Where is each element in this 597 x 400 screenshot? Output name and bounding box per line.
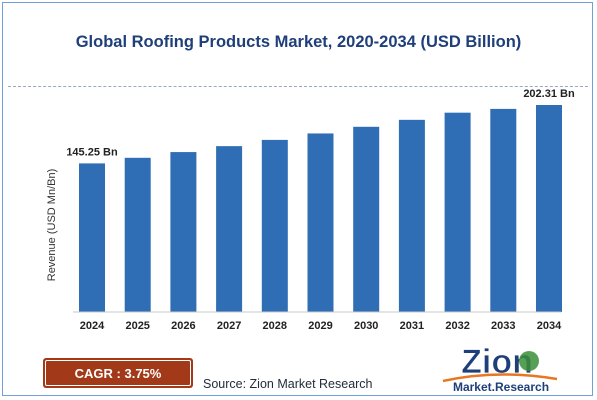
x-tick-label: 2025	[125, 320, 149, 332]
cagr-label: CAGR :	[74, 365, 121, 381]
x-tick-label: 2034	[537, 320, 562, 332]
logo-sub-text: Market.Research	[453, 380, 549, 394]
x-tick-label: 2032	[445, 320, 469, 332]
bar-chart: 2024 2025 2026 2027 2028 2029 2030 2031 2032 2033…	[46, 88, 575, 332]
x-tick-label: 2033	[491, 320, 515, 332]
bar-2030	[353, 126, 380, 312]
bar-2028	[261, 139, 288, 312]
chart-frame: Global Roofing Products Market, 2020-203…	[2, 2, 593, 396]
bar-2027	[216, 146, 243, 312]
zion-logo: Zion Market.Research	[442, 343, 558, 394]
cagr-badge: CAGR : 3.75%	[43, 358, 193, 388]
x-tick-label: 2028	[263, 320, 287, 332]
x-tick-label: 2026	[171, 320, 195, 332]
x-tick-label: 2024	[80, 320, 105, 332]
globe-icon	[519, 351, 539, 371]
chart-title: Global Roofing Products Market, 2020-203…	[75, 33, 522, 51]
bar-2026	[170, 152, 197, 312]
x-tick-label: 2029	[308, 320, 332, 332]
data-label: 145.25 Bn	[66, 146, 118, 158]
bar-2032	[444, 112, 471, 312]
logo-swoosh-icon	[442, 373, 558, 383]
bar-2031	[398, 119, 425, 312]
bar-2025	[124, 157, 151, 312]
bar-2033	[490, 108, 517, 313]
bar-2024	[79, 163, 105, 312]
source-note: Source: Zion Market Research	[203, 377, 373, 391]
bar-2029	[307, 133, 334, 312]
x-tick-label: 2031	[400, 320, 424, 332]
reference-line	[8, 86, 588, 87]
bar-2034	[536, 105, 562, 312]
x-tick-label: 2027	[217, 320, 241, 332]
cagr-value: 3.75%	[124, 365, 162, 381]
data-label: 202.31 Bn	[523, 88, 575, 100]
y-axis-label: Revenue (USD Mn/Bn)	[46, 169, 58, 282]
x-tick-label: 2030	[354, 320, 378, 332]
